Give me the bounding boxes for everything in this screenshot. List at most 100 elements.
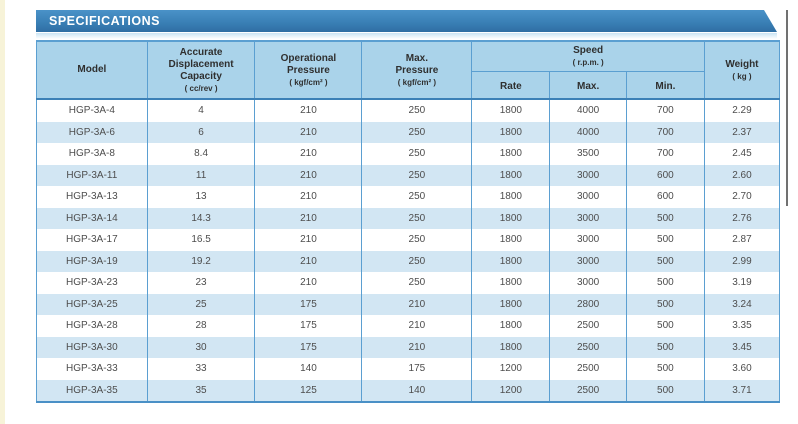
cell-weight: 2.37: [703, 121, 781, 143]
page-edge-line: [786, 10, 788, 206]
cell-speed-min: 600: [625, 164, 705, 186]
cell-speed-min: 700: [625, 99, 705, 122]
cell-max-pressure: 175: [361, 358, 473, 380]
cell-capacity: 11: [146, 164, 256, 186]
cell-max-pressure: 250: [361, 121, 473, 143]
cell-max-pressure: 250: [361, 143, 473, 165]
cell-operational-pressure: 125: [254, 379, 363, 402]
col-header-weight-unit: ( kg ): [732, 71, 752, 81]
cell-capacity: 28: [146, 315, 256, 337]
cell-max-pressure: 210: [361, 336, 473, 358]
cell-speed-min: 500: [625, 336, 705, 358]
cell-speed-rate: 1800: [471, 164, 551, 186]
col-header-speed-max: Max.: [549, 71, 627, 100]
cell-operational-pressure: 175: [254, 315, 363, 337]
cell-speed-rate: 1800: [471, 315, 551, 337]
col-header-weight-label: Weight: [725, 59, 759, 71]
cell-operational-pressure: 210: [254, 186, 363, 208]
cell-weight: 3.71: [703, 379, 781, 402]
col-header-speed-rate: Rate: [471, 71, 551, 100]
col-header-max-pressure: Max. Pressure ( kgf/cm² ): [361, 41, 473, 100]
cell-speed-max: 2500: [549, 379, 627, 402]
cell-model: HGP-3A-8: [36, 143, 148, 165]
cell-speed-max: 2800: [549, 293, 627, 315]
cell-speed-rate: 1800: [471, 121, 551, 143]
cell-operational-pressure: 140: [254, 358, 363, 380]
cell-speed-min: 700: [625, 121, 705, 143]
cell-speed-rate: 1800: [471, 293, 551, 315]
cell-speed-rate: 1800: [471, 272, 551, 294]
cell-max-pressure: 250: [361, 229, 473, 251]
cell-weight: 3.60: [703, 358, 781, 380]
cell-weight: 2.99: [703, 250, 781, 272]
col-header-capacity-label: Accurate Displacement Capacity: [168, 47, 234, 82]
cell-speed-max: 3000: [549, 186, 627, 208]
cell-speed-rate: 1800: [471, 229, 551, 251]
cell-operational-pressure: 210: [254, 99, 363, 122]
cell-operational-pressure: 175: [254, 293, 363, 315]
cell-weight: 3.35: [703, 315, 781, 337]
col-header-operational-pressure-unit: ( kgf/cm² ): [289, 77, 328, 87]
cell-speed-min: 500: [625, 272, 705, 294]
cell-model: HGP-3A-11: [36, 164, 148, 186]
cell-capacity: 25: [146, 293, 256, 315]
cell-speed-rate: 1200: [471, 379, 551, 402]
cell-speed-max: 3000: [549, 250, 627, 272]
cell-capacity: 33: [146, 358, 256, 380]
cell-capacity: 35: [146, 379, 256, 402]
cell-speed-rate: 1800: [471, 207, 551, 229]
cell-speed-max: 2500: [549, 336, 627, 358]
banner-title: SPECIFICATIONS: [49, 14, 160, 28]
cell-weight: 2.29: [703, 99, 781, 122]
cell-operational-pressure: 210: [254, 229, 363, 251]
col-header-max-pressure-unit: ( kgf/cm² ): [397, 77, 437, 87]
cell-model: HGP-3A-6: [36, 121, 148, 143]
col-header-max-pressure-label: Max. Pressure: [395, 53, 439, 76]
table-row: HGP-3A-13 13 210 250 1800 3000 600 2.70: [36, 186, 781, 208]
cell-speed-max: 3000: [549, 164, 627, 186]
col-header-capacity-unit: ( cc/rev ): [184, 83, 218, 93]
cell-speed-min: 500: [625, 358, 705, 380]
cell-speed-min: 600: [625, 186, 705, 208]
cell-model: HGP-3A-4: [36, 99, 148, 122]
table-row: HGP-3A-28 28 175 210 1800 2500 500 3.35: [36, 315, 781, 337]
cell-speed-min: 500: [625, 293, 705, 315]
table-row: HGP-3A-6 6 210 250 1800 4000 700 2.37: [36, 121, 781, 143]
cell-speed-rate: 1200: [471, 358, 551, 380]
cell-model: HGP-3A-19: [36, 250, 148, 272]
col-header-speed-max-label: Max.: [577, 80, 600, 92]
cell-model: HGP-3A-14: [36, 207, 148, 229]
table-row: HGP-3A-4 4 210 250 1800 4000 700 2.29: [36, 99, 781, 122]
cell-speed-min: 500: [625, 229, 705, 251]
cell-model: HGP-3A-13: [36, 186, 148, 208]
col-header-speed-group: Speed ( r.p.m. ): [471, 41, 705, 72]
cell-operational-pressure: 210: [254, 207, 363, 229]
cell-speed-rate: 1800: [471, 99, 551, 122]
table-row: HGP-3A-14 14.3 210 250 1800 3000 500 2.76: [36, 207, 781, 229]
cell-operational-pressure: 210: [254, 272, 363, 294]
table-row: HGP-3A-11 11 210 250 1800 3000 600 2.60: [36, 164, 781, 186]
cell-speed-rate: 1800: [471, 143, 551, 165]
col-header-model-label: Model: [77, 64, 107, 76]
cell-model: HGP-3A-28: [36, 315, 148, 337]
table-row: HGP-3A-35 35 125 140 1200 2500 500 3.71: [36, 379, 781, 402]
cell-max-pressure: 210: [361, 293, 473, 315]
cell-operational-pressure: 175: [254, 336, 363, 358]
col-header-model: Model: [36, 41, 148, 100]
col-header-operational-pressure: Operational Pressure ( kgf/cm² ): [254, 41, 363, 100]
cell-weight: 3.45: [703, 336, 781, 358]
table-header: Model Accurate Displacement Capacity ( c…: [36, 41, 781, 100]
cell-model: HGP-3A-25: [36, 293, 148, 315]
cell-capacity: 23: [146, 272, 256, 294]
cell-speed-rate: 1800: [471, 186, 551, 208]
col-header-capacity: Accurate Displacement Capacity ( cc/rev …: [146, 41, 256, 100]
col-header-weight: Weight ( kg ): [703, 41, 781, 100]
table-row: HGP-3A-17 16.5 210 250 1800 3000 500 2.87: [36, 229, 781, 251]
cell-capacity: 14.3: [146, 207, 256, 229]
cell-speed-max: 3000: [549, 229, 627, 251]
specifications-table: Model Accurate Displacement Capacity ( c…: [36, 40, 781, 403]
cell-weight: 2.60: [703, 164, 781, 186]
cell-max-pressure: 250: [361, 250, 473, 272]
cell-speed-min: 500: [625, 379, 705, 402]
